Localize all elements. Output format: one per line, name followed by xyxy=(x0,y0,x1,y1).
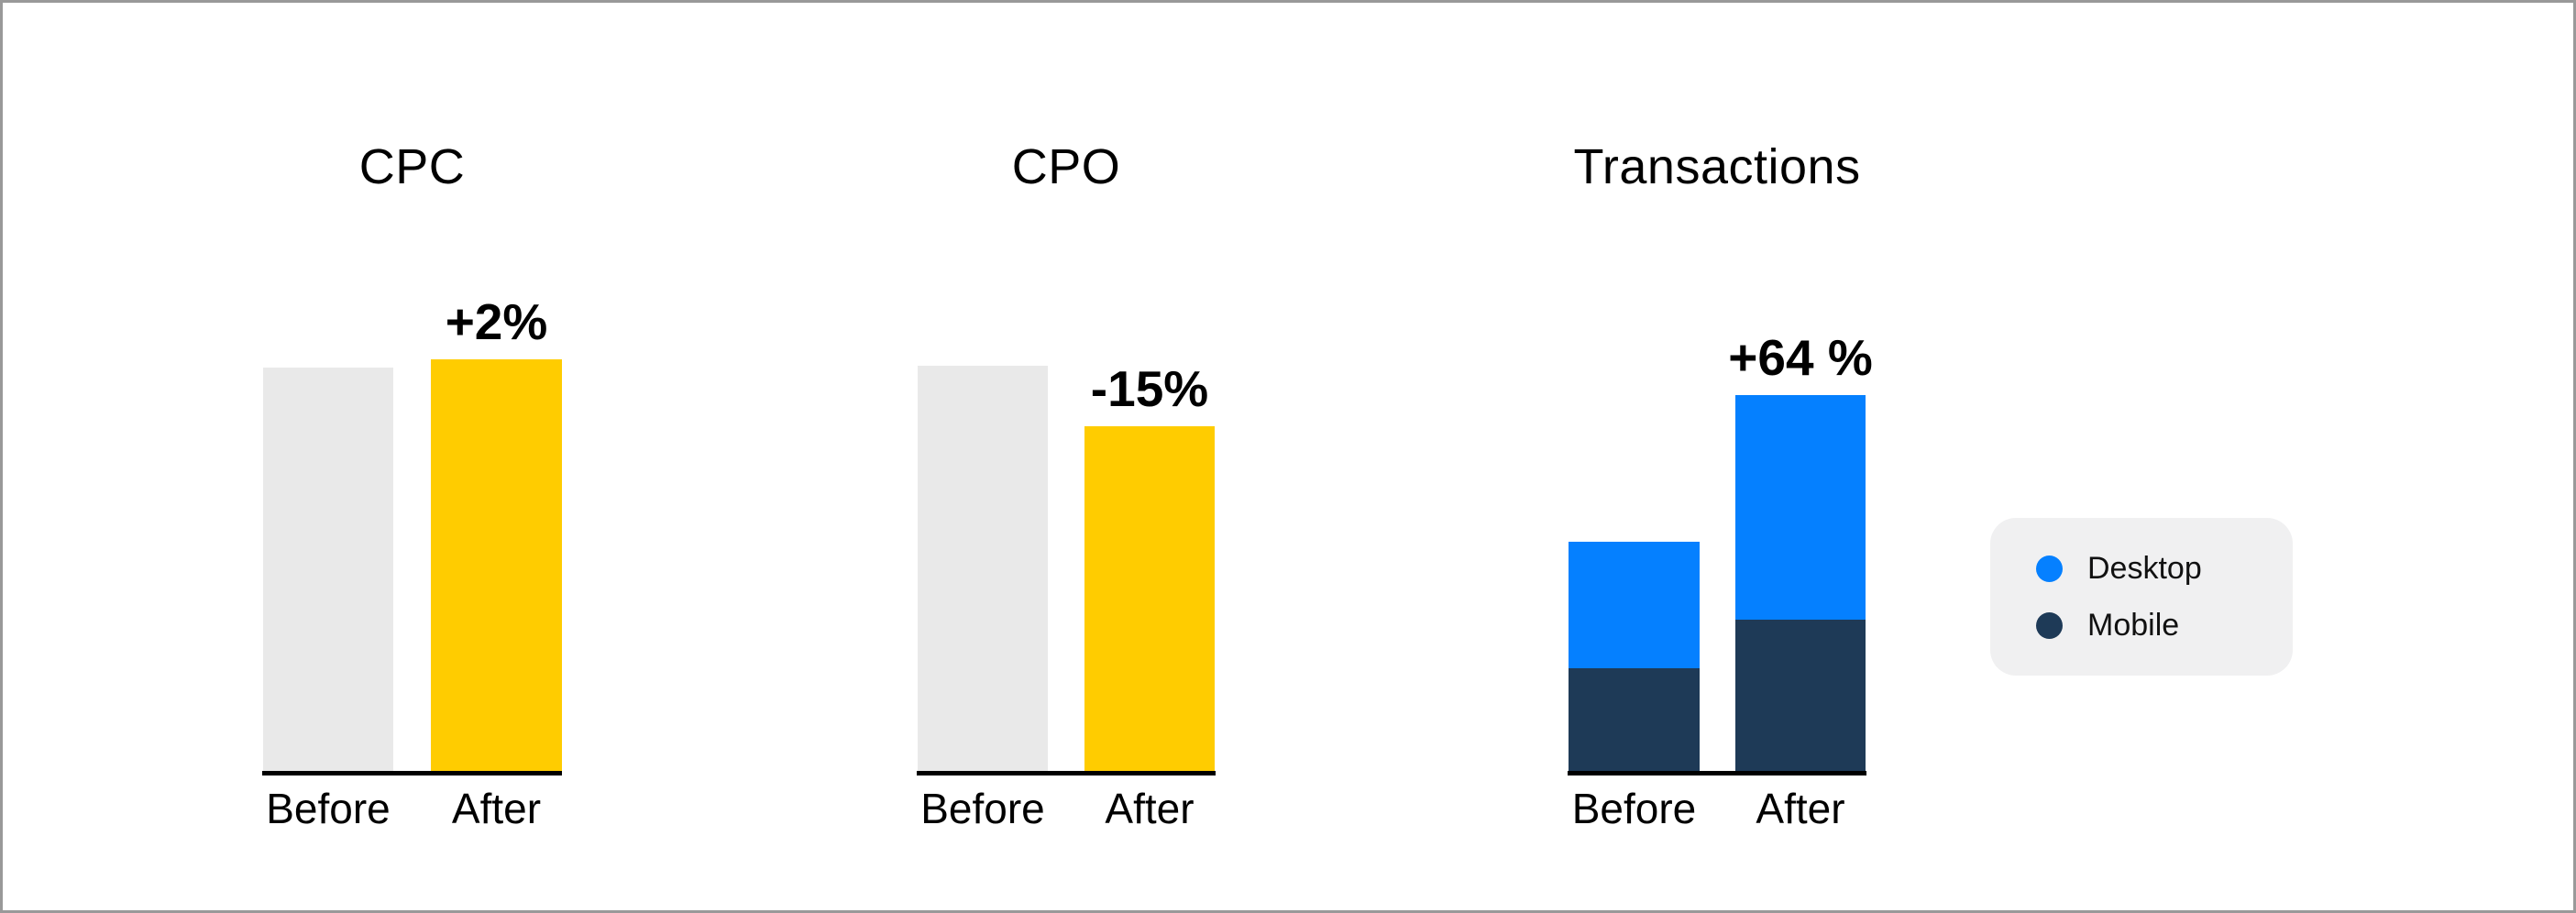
change-label: -15% xyxy=(1090,360,1209,417)
bar-after-stacked: +64 % xyxy=(1728,329,1873,771)
plot-area: -15% xyxy=(917,278,1216,771)
axis-baseline xyxy=(262,771,562,776)
bar-segment-after xyxy=(1084,426,1215,771)
plot-area: +64 % xyxy=(1568,278,1873,771)
chart-transactions: Transactions +64 % Before After xyxy=(1568,3,1873,910)
legend-item-mobile: Mobile xyxy=(2036,610,2293,641)
bar-after: +2% xyxy=(431,293,562,771)
change-label: +64 % xyxy=(1728,329,1873,386)
bar-segment-after xyxy=(431,359,562,771)
chart-title-cpc: CPC xyxy=(358,139,466,194)
bar-segment-mobile xyxy=(1569,667,1700,771)
desktop-color-dot xyxy=(2036,555,2063,582)
bar-segment-before xyxy=(918,366,1048,771)
legend: Desktop Mobile xyxy=(1990,518,2293,676)
mobile-color-dot xyxy=(2036,611,2063,639)
legend-item-desktop: Desktop xyxy=(2036,553,2293,584)
bar-before-stacked xyxy=(1569,542,1700,771)
bar-segment-before xyxy=(263,368,393,771)
plot-area: +2% xyxy=(262,278,562,771)
bar-segment-mobile xyxy=(1735,620,1866,771)
bar-before xyxy=(918,366,1048,771)
change-label: +2% xyxy=(445,293,548,350)
chart-cpc: CPC +2% Before After xyxy=(262,3,562,910)
chart-title-cpo: CPO xyxy=(1011,139,1121,194)
category-label-before: Before xyxy=(266,785,391,832)
legend-label-desktop: Desktop xyxy=(2087,551,2202,586)
bar-after: -15% xyxy=(1084,360,1215,771)
category-label-before: Before xyxy=(1571,785,1697,832)
category-label-after: After xyxy=(451,785,542,832)
category-label-before: Before xyxy=(920,785,1045,832)
axis-baseline xyxy=(917,771,1216,776)
axis-baseline xyxy=(1568,771,1866,776)
bar-before xyxy=(263,368,393,771)
legend-label-mobile: Mobile xyxy=(2087,608,2180,643)
bar-segment-desktop xyxy=(1735,395,1866,620)
bar-segment-desktop xyxy=(1569,542,1700,668)
category-label-after: After xyxy=(1105,785,1194,832)
category-label-after: After xyxy=(1756,785,1845,832)
chart-cpo: CPO -15% Before After xyxy=(917,3,1216,910)
chart-title-transactions: Transactions xyxy=(1573,139,1861,194)
